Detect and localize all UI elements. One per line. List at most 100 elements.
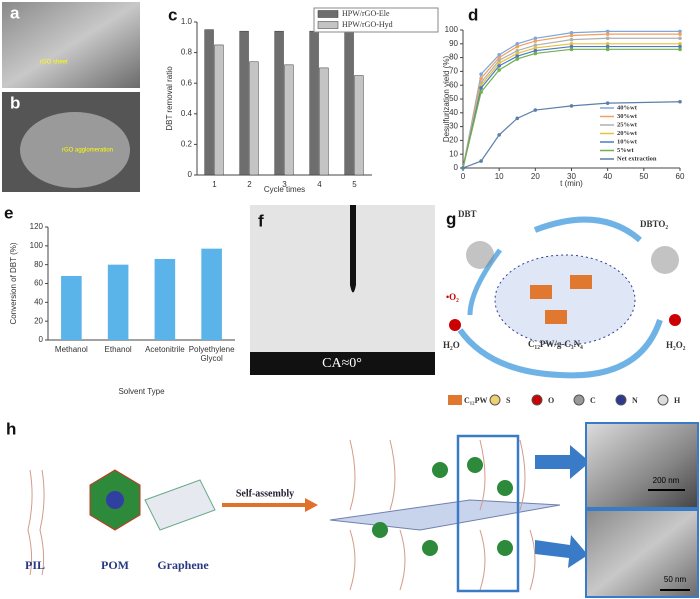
y-tick-label: 60	[34, 279, 43, 288]
y-tick-label: 10	[449, 149, 458, 158]
y-tick-label: 0.4	[181, 109, 193, 118]
point	[515, 44, 520, 49]
point	[533, 39, 538, 43]
molecule	[466, 241, 494, 269]
point	[515, 48, 520, 53]
legend-label: HPW/rGO-Ele	[342, 9, 390, 18]
label: C₁₂PW/g-C₃N₄	[528, 339, 583, 349]
legend-swatch	[657, 394, 669, 406]
legend-label: Net extraction	[617, 155, 657, 162]
bar	[239, 30, 249, 176]
panel-letter: f	[258, 211, 264, 230]
point	[605, 44, 610, 49]
x-tick-label: 0	[461, 172, 466, 181]
label: POM	[101, 558, 129, 572]
legend-swatch	[448, 395, 462, 405]
bar	[354, 75, 364, 176]
pom-core	[106, 491, 124, 509]
y-tick-label: 70	[449, 67, 458, 76]
point	[497, 133, 501, 137]
tem-region	[20, 112, 130, 188]
panel-letter: d	[468, 5, 478, 24]
point	[515, 116, 520, 121]
point	[678, 99, 682, 104]
bar	[249, 61, 259, 176]
legend: C₁₂PW S O C N H	[448, 394, 681, 406]
point	[497, 55, 501, 60]
point	[515, 51, 520, 56]
y-tick-label: 80	[449, 53, 458, 62]
legend-label: 40%wt	[617, 104, 638, 111]
y-tick-label: 0.2	[181, 140, 193, 149]
y-tick-label: 80	[34, 260, 43, 269]
annotation: rGO agglomeration	[62, 148, 113, 154]
pil-chains	[349, 439, 536, 591]
sem-image	[585, 422, 699, 509]
pom-clusters	[372, 457, 513, 556]
x-tick-label: 1	[212, 180, 217, 189]
point	[569, 33, 574, 38]
y-tick-label: 40	[34, 297, 43, 306]
point	[605, 36, 610, 41]
molecule	[669, 314, 681, 326]
point	[515, 54, 520, 59]
legend-swatch	[531, 394, 543, 406]
legend-swatch	[615, 394, 627, 406]
y-tick-label: 120	[30, 222, 44, 231]
point	[515, 57, 520, 61]
molecule	[449, 319, 461, 331]
annotation: rGO sheet	[40, 60, 68, 66]
y-tick-label: 1.0	[181, 17, 193, 26]
bar	[319, 67, 329, 176]
line	[462, 30, 680, 169]
y-tick-label: 20	[34, 316, 43, 325]
panel-letter: e	[4, 203, 13, 222]
line	[462, 101, 681, 169]
legend-swatch	[317, 21, 339, 29]
legend-label: N	[632, 396, 638, 405]
bar	[107, 264, 129, 340]
label: •O₂	[446, 292, 459, 302]
bar	[154, 259, 176, 340]
label: Graphene	[157, 558, 209, 572]
point	[479, 76, 483, 81]
point	[497, 64, 501, 68]
arrow	[535, 445, 590, 479]
y-tick-label: 0.6	[181, 78, 193, 87]
point	[569, 47, 574, 52]
y-tick-label: 30	[449, 122, 458, 131]
x-tick-label: 60	[676, 172, 685, 181]
point	[461, 166, 465, 170]
catalyst-sheet	[494, 254, 636, 346]
label: Self-assembly	[236, 488, 294, 499]
x-tick-label: 2	[247, 180, 252, 189]
point	[605, 29, 610, 34]
point	[479, 86, 483, 90]
y-tick-label: 90	[449, 39, 458, 48]
x-tick-label: 3	[282, 180, 287, 189]
zoom-box	[456, 434, 520, 593]
panel-letter: g	[446, 209, 456, 228]
label: DBT	[458, 209, 477, 219]
y-tick-label: 20	[449, 136, 458, 145]
y-tick-label: 60	[449, 80, 458, 89]
y-tick-label: 0	[188, 170, 193, 179]
label: PIL	[25, 558, 45, 572]
point	[533, 48, 538, 53]
legend-label: O	[548, 396, 554, 405]
line	[462, 37, 680, 169]
x-tick-label: 20	[531, 172, 540, 181]
bar	[284, 64, 294, 176]
graphene-sheet	[144, 479, 216, 531]
label: H₂O	[443, 340, 460, 350]
point	[569, 37, 574, 42]
point	[479, 159, 483, 163]
tem-image	[2, 2, 140, 88]
x-tick-label: 4	[317, 180, 322, 189]
point	[497, 68, 501, 72]
point	[605, 101, 610, 105]
arrow	[457, 319, 663, 379]
panel-letter: h	[6, 419, 16, 438]
x-axis-label: Solvent Type	[118, 387, 165, 396]
